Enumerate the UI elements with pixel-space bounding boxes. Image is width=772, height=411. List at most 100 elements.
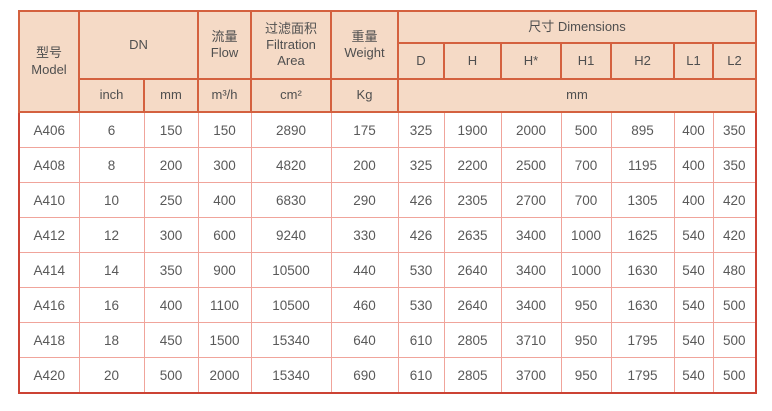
area-cell: 4820 [250,147,332,183]
flow-cell: 150 [197,111,252,148]
model-cell: A410 [18,182,80,218]
area-cell: 15340 [250,357,332,394]
table-row: A410 10 250 400 6830 290 426 2305 2700 700 1305 400… [18,182,757,218]
area-cell: 10500 [250,287,332,323]
dim-cell: 540 [673,357,714,394]
mm-cell: 200 [143,147,199,183]
flow-cell: 2000 [197,357,252,394]
table-row: A406 6 150 150 2890 175 325 1900 2000 500 895 400 35… [18,111,757,148]
dim-cell: 1795 [610,357,675,394]
model-cell: A412 [18,217,80,253]
dim-cell: 1000 [560,252,612,288]
area-cell: 15340 [250,322,332,358]
unit-area: cm² [250,78,332,113]
model-cell: A416 [18,287,80,323]
dim-cell: 950 [560,322,612,358]
dim-cell: 500 [560,111,612,148]
inch-cell: 10 [78,182,145,218]
dim-cell: 2200 [443,147,502,183]
dim-cell: 2805 [443,357,502,394]
specification-table: 型号 Model DN 流量 Flow 过滤面积 Filtration Area… [18,10,758,394]
dim-cell: 895 [610,111,675,148]
header-dim-h2: H2 [610,42,675,80]
weight-cell: 330 [330,217,399,253]
dim-cell: 540 [673,217,714,253]
model-cell: A420 [18,357,80,394]
dim-cell: 400 [673,147,714,183]
dim-cell: 426 [397,182,445,218]
dim-cell: 530 [397,287,445,323]
dim-cell: 3710 [500,322,562,358]
dim-cell: 950 [560,357,612,394]
table-header: 型号 Model DN 流量 Flow 过滤面积 Filtration Area… [18,10,758,113]
model-cell: A408 [18,147,80,183]
header-row-units: inch mm m³/h cm² Kg mm [19,78,758,113]
flow-cell: 300 [197,147,252,183]
table-row: A408 8 200 300 4820 200 325 2200 2500 700 1195 400 3… [18,147,757,183]
inch-cell: 14 [78,252,145,288]
header-flow: 流量 Flow [197,10,252,80]
header-filtration-area: 过滤面积 Filtration Area [250,10,332,80]
dim-cell: 325 [397,111,445,148]
dim-cell: 426 [397,217,445,253]
weight-cell: 460 [330,287,399,323]
dim-cell: 950 [560,287,612,323]
header-dim-hstar: H* [500,42,562,80]
header-model: 型号 Model [18,10,80,113]
unit-flow: m³/h [197,78,252,113]
dim-cell: 400 [673,111,714,148]
dim-cell: 1795 [610,322,675,358]
header-dim-d: D [397,42,445,80]
dim-cell: 500 [712,322,757,358]
dim-cell: 350 [712,111,757,148]
dim-cell: 3400 [500,287,562,323]
model-cell: A406 [18,111,80,148]
header-dn: DN [78,10,199,80]
dim-cell: 2635 [443,217,502,253]
dim-cell: 540 [673,252,714,288]
weight-cell: 690 [330,357,399,394]
mm-cell: 150 [143,111,199,148]
area-cell: 10500 [250,252,332,288]
table-row: A416 16 400 1100 10500 460 530 2640 3400 950 1630 5… [18,287,757,323]
inch-cell: 16 [78,287,145,323]
dim-cell: 1625 [610,217,675,253]
dim-cell: 2700 [500,182,562,218]
area-cell: 6830 [250,182,332,218]
dim-cell: 500 [712,287,757,323]
dim-cell: 2500 [500,147,562,183]
dim-cell: 2305 [443,182,502,218]
dim-cell: 1630 [610,252,675,288]
dim-cell: 1195 [610,147,675,183]
model-cell: A414 [18,252,80,288]
area-cell: 9240 [250,217,332,253]
mm-cell: 250 [143,182,199,218]
dim-cell: 610 [397,322,445,358]
dim-cell: 1900 [443,111,502,148]
table-row: A414 14 350 900 10500 440 530 2640 3400 1000 1630 5… [18,252,757,288]
dim-cell: 2805 [443,322,502,358]
unit-weight: Kg [330,78,399,113]
header-weight: 重量 Weight [330,10,399,80]
dim-cell: 700 [560,147,612,183]
mm-cell: 500 [143,357,199,394]
table-row: A420 20 500 2000 15340 690 610 2805 3700 950 1795 5… [18,357,757,394]
header-dimensions: 尺寸 Dimensions [396,10,758,44]
flow-cell: 400 [197,182,252,218]
dim-cell: 540 [673,322,714,358]
header-dim-h: H [443,42,502,80]
dim-cell: 420 [712,182,757,218]
weight-cell: 200 [330,147,399,183]
dim-cell: 2640 [443,287,502,323]
header-dim-l2: L2 [711,42,758,80]
dim-cell: 400 [673,182,714,218]
dim-cell: 2640 [443,252,502,288]
weight-cell: 640 [330,322,399,358]
dim-cell: 420 [712,217,757,253]
dim-cell: 1630 [610,287,675,323]
mm-cell: 350 [143,252,199,288]
flow-cell: 1500 [197,322,252,358]
inch-cell: 20 [78,357,145,394]
model-cell: A418 [18,322,80,358]
flow-cell: 900 [197,252,252,288]
